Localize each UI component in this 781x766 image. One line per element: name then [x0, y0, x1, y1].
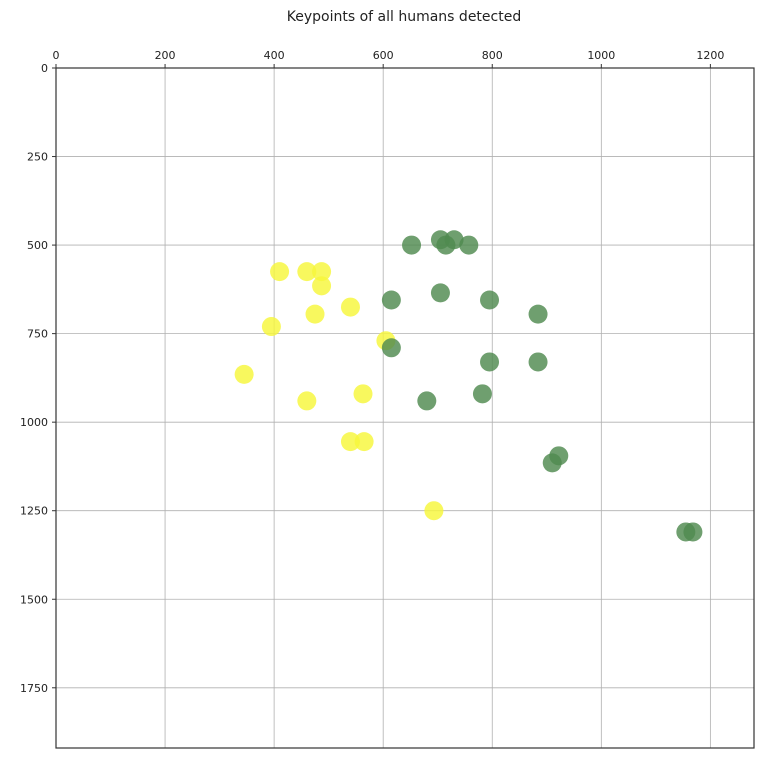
y-tick-label: 1750	[20, 682, 48, 695]
keypoint-marker	[528, 304, 548, 324]
keypoint-marker	[528, 352, 548, 372]
keypoint-marker	[459, 235, 479, 255]
axis-ticks: 0 200 400 600 800 1000 1200 0 250 500 750 1000 1250 1…	[20, 49, 724, 695]
keypoint-marker	[305, 304, 325, 324]
chart-title: Keypoints of all humans detected	[287, 9, 521, 25]
keypoint-marker	[417, 391, 437, 411]
grid-lines	[55, 67, 754, 748]
keypoint-marker	[312, 262, 332, 282]
keypoint-marker	[381, 338, 401, 358]
keypoint-marker	[312, 276, 332, 296]
keypoint-marker	[472, 384, 492, 404]
keypoint-marker	[683, 522, 703, 542]
keypoint-marker	[340, 297, 360, 317]
keypoint-marker	[297, 391, 317, 411]
x-tick-label: 600	[373, 49, 394, 62]
keypoint-marker	[402, 235, 422, 255]
x-tick-label: 1200	[696, 49, 724, 62]
x-tick-label: 1000	[587, 49, 615, 62]
keypoint-marker	[353, 384, 373, 404]
x-tick-label: 400	[264, 49, 285, 62]
keypoint-marker	[297, 262, 317, 282]
y-tick-label: 1500	[20, 593, 48, 606]
y-tick-label: 500	[27, 239, 48, 252]
keypoint-marker	[430, 283, 450, 303]
keypoint-marker	[381, 290, 401, 310]
y-tick-label: 0	[41, 62, 48, 75]
keypoint-marker	[354, 432, 374, 452]
x-tick-label: 0	[53, 49, 60, 62]
x-tick-label: 800	[482, 49, 503, 62]
keypoint-marker	[436, 235, 456, 255]
y-tick-label: 1000	[20, 416, 48, 429]
x-tick-label: 200	[155, 49, 176, 62]
keypoint-marker	[340, 432, 360, 452]
keypoint-marker	[542, 453, 562, 473]
keypoint-marker	[261, 317, 281, 337]
plot-frame	[55, 67, 755, 749]
keypoint-marker	[480, 352, 500, 372]
keypoint-marker	[234, 364, 254, 384]
y-tick-label: 750	[27, 328, 48, 341]
keypoint-marker	[480, 290, 500, 310]
data-points	[234, 230, 703, 542]
y-tick-label: 1250	[20, 505, 48, 518]
y-tick-label: 250	[27, 151, 48, 164]
keypoint-marker	[270, 262, 290, 282]
keypoint-marker	[424, 501, 444, 521]
